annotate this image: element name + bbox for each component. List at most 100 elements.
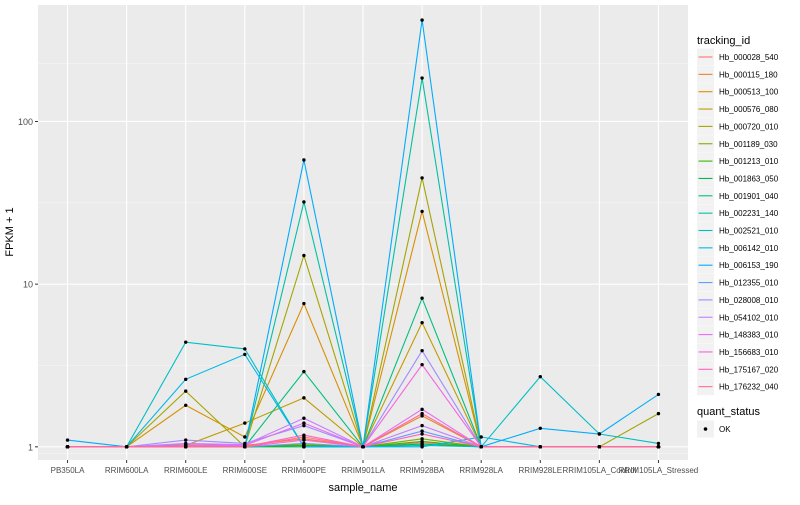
legend-item: Hb_000028_540	[697, 48, 779, 66]
data-point	[656, 441, 661, 446]
legend-item: Hb_054102_010	[697, 308, 779, 326]
data-point	[420, 423, 424, 428]
data-point	[656, 411, 661, 416]
legend-item: Hb_006142_010	[697, 239, 779, 257]
data-point	[361, 445, 365, 449]
legend-label: Hb_001189_030	[719, 140, 778, 149]
y-tick-label: 100	[18, 117, 33, 127]
legend-label: Hb_002521_010	[719, 227, 779, 236]
legend-label: OK	[719, 425, 731, 434]
data-point	[184, 377, 188, 382]
data-point	[65, 438, 70, 442]
data-point	[538, 445, 542, 449]
legend-label: Hb_001213_010	[719, 157, 779, 166]
legend-item: Hb_148383_010	[697, 326, 779, 344]
data-point	[420, 439, 424, 444]
legend-label: Hb_000513_100	[719, 88, 779, 97]
data-point	[420, 209, 424, 214]
legend-label: Hb_006153_190	[719, 261, 779, 270]
x-tick-label: RRIM105LA_Stressed	[619, 466, 699, 475]
legend-item: Hb_002521_010	[697, 222, 779, 239]
x-tick-label: RRIM901LA	[341, 466, 385, 475]
data-point	[243, 445, 247, 449]
series-points	[65, 18, 661, 449]
y-tick-label: 1	[28, 442, 33, 452]
data-point	[420, 296, 424, 300]
legend-shape-items: OK	[697, 420, 731, 438]
data-point	[184, 340, 188, 344]
data-point	[184, 389, 188, 393]
data-point	[479, 435, 483, 439]
data-point	[243, 352, 247, 357]
data-point	[302, 435, 306, 439]
legend-label: Hb_002231_140	[719, 209, 779, 218]
data-point	[65, 445, 70, 449]
data-point	[124, 445, 129, 449]
legend-label: Hb_176232_040	[719, 383, 779, 392]
data-point	[538, 426, 542, 430]
legend-item: Hb_156683_010	[697, 343, 779, 361]
legend-label: Hb_001863_050	[719, 174, 779, 183]
data-point	[479, 445, 483, 449]
data-point	[302, 438, 306, 442]
data-point	[420, 320, 424, 325]
legend-label: Hb_000115_180	[719, 70, 778, 79]
y-tick-label: 10	[23, 280, 33, 290]
legend-item: OK	[697, 420, 731, 438]
data-point	[420, 18, 424, 22]
data-point	[420, 348, 424, 353]
legend-item: Hb_176232_040	[697, 378, 779, 396]
legend-label: Hb_156683_010	[719, 348, 779, 357]
data-point	[420, 362, 424, 367]
x-tick-label: RRIM928LE	[518, 466, 562, 475]
x-axis: PB350LA RRIM600LA RRIM600LE RRIM600SE RRIM60…	[51, 460, 699, 475]
legend-color-items: Hb_000028_540 Hb_000115_180 Hb_000513_100 H…	[697, 48, 779, 396]
data-point	[302, 445, 306, 449]
data-point	[420, 76, 424, 80]
legend-label: Hb_028008_010	[719, 296, 779, 305]
data-point	[184, 438, 188, 442]
data-point	[656, 392, 661, 397]
data-point	[597, 432, 602, 436]
legend-item: Hb_000115_180	[697, 65, 778, 83]
data-point	[184, 445, 188, 449]
data-point	[420, 176, 424, 180]
data-point	[597, 445, 602, 449]
legend-label: Hb_000576_080	[719, 105, 779, 114]
data-point	[184, 403, 188, 408]
x-tick-label: RRIM600PE	[282, 466, 326, 475]
data-point	[302, 396, 306, 400]
legend-item: Hb_000513_100	[697, 83, 779, 101]
data-point	[420, 407, 424, 412]
legend-item: Hb_001901_040	[697, 187, 779, 205]
legend-label: Hb_054102_010	[719, 313, 779, 322]
legend-item: Hb_001213_010	[697, 152, 779, 170]
data-point	[420, 411, 424, 416]
data-point	[420, 445, 424, 449]
legend-item: Hb_001863_050	[697, 169, 779, 187]
legend-item: Hb_000576_080	[697, 100, 779, 118]
data-point	[302, 253, 306, 258]
legend-label: Hb_006142_010	[719, 244, 779, 253]
legend-item: Hb_175167_020	[697, 360, 779, 378]
legend-item: Hb_002231_140	[697, 204, 779, 222]
data-point	[302, 416, 306, 420]
x-tick-label: RRIM600LA	[105, 466, 149, 475]
data-point	[302, 369, 306, 374]
legend-label: Hb_001901_040	[719, 192, 779, 201]
legend-item: Hb_028008_010	[697, 291, 779, 309]
y-axis: 1 10 100	[18, 117, 38, 452]
x-axis-title: sample_name	[328, 482, 397, 494]
legend-shape-title: quant_status	[697, 406, 760, 418]
data-point	[302, 423, 306, 428]
x-tick-label: RRIM928BA	[400, 466, 445, 475]
legend-label: Hb_175167_020	[719, 365, 779, 374]
x-tick-label: RRIM105LA_Control	[562, 466, 636, 475]
data-point	[420, 429, 424, 433]
x-tick-label: PB350LA	[51, 466, 85, 475]
legend-item: Hb_001189_030	[697, 135, 778, 153]
legend-label: Hb_000028_540	[719, 53, 779, 62]
data-point	[243, 347, 247, 351]
x-tick-label: RRIM600LE	[164, 466, 208, 475]
